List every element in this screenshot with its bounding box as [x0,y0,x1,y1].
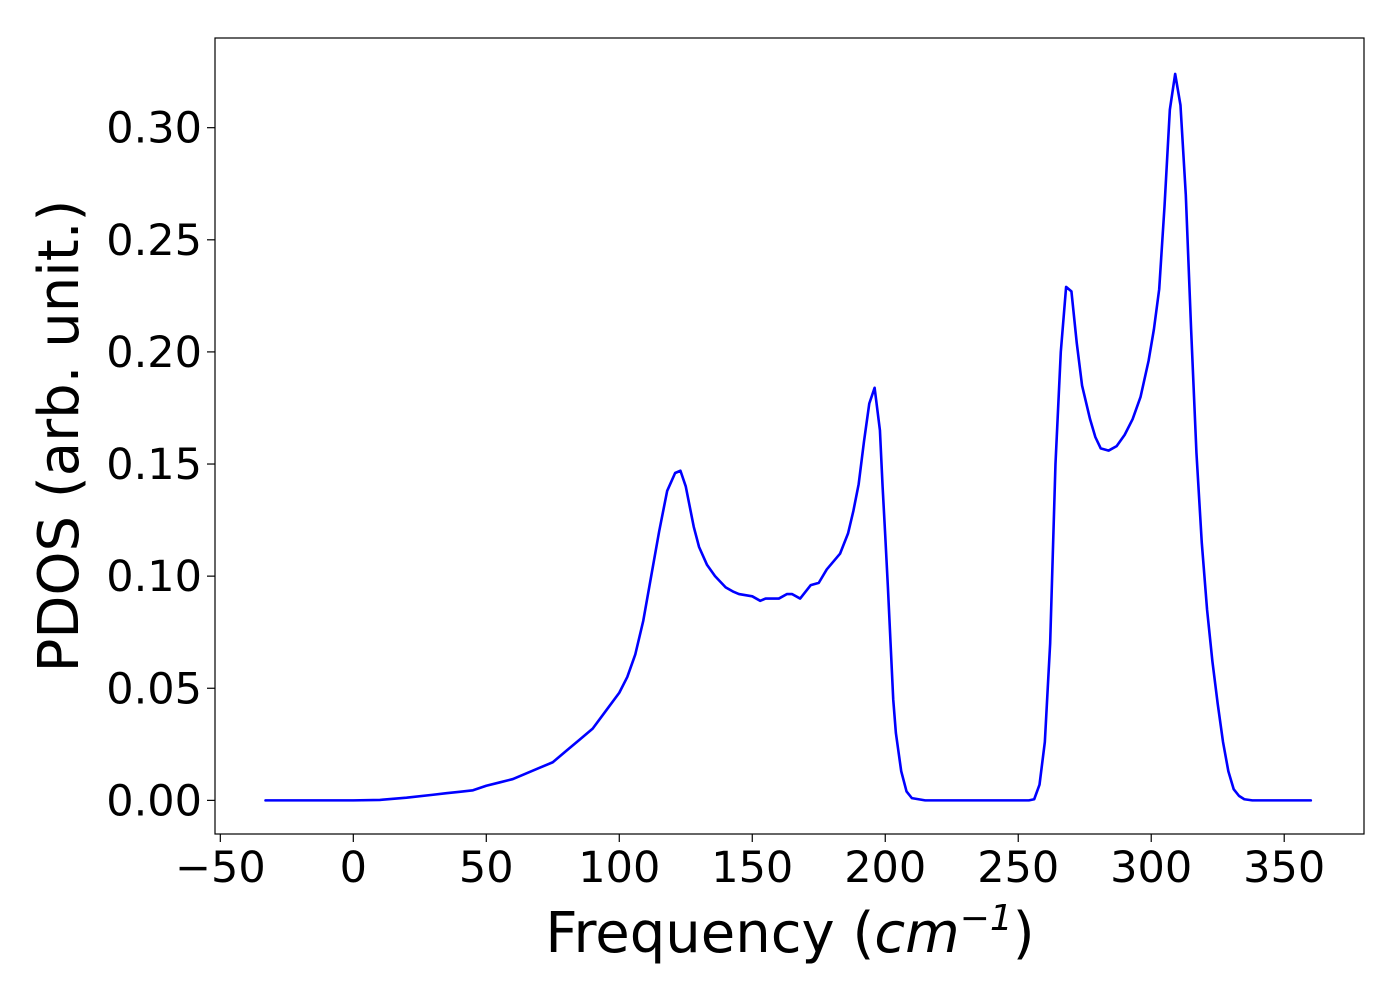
x-axis-label-exponent: −1 [960,898,1013,939]
x-tick-label: 100 [578,843,660,893]
x-tick-label: 0 [340,843,367,893]
plot-frame [214,37,1365,835]
x-axis-ticks: −50 0 50 100 150 200 250 300 350 [175,834,1325,893]
y-tick-label: 0.00 [106,776,202,826]
y-axis-ticks: 0.00 0.05 0.10 0.15 0.20 0.25 0.30 [106,104,215,826]
y-tick-label: 0.30 [106,104,202,154]
y-tick-label: 0.25 [106,216,202,266]
pdos-series-line [264,72,1313,802]
x-axis-label-unit: cm [874,901,959,966]
x-tick-label: 350 [1243,843,1325,893]
x-axis-label: Frequency (cm−1) [545,898,1034,966]
x-tick-label: 150 [711,843,793,893]
y-tick-label: 0.15 [106,440,202,490]
x-tick-label: −50 [175,843,266,893]
y-tick-label: 0.20 [106,328,202,378]
y-axis-label: PDOS (arb. unit.) [27,200,92,673]
x-axis-label-prefix: Frequency ( [545,901,874,966]
y-tick-label: 0.10 [106,552,202,602]
x-tick-label: 200 [844,843,926,893]
y-tick-label: 0.05 [106,664,202,714]
x-tick-label: 50 [459,843,514,893]
x-axis-label-suffix: ) [1013,901,1035,966]
x-tick-label: 300 [1110,843,1192,893]
x-tick-label: 250 [977,843,1059,893]
